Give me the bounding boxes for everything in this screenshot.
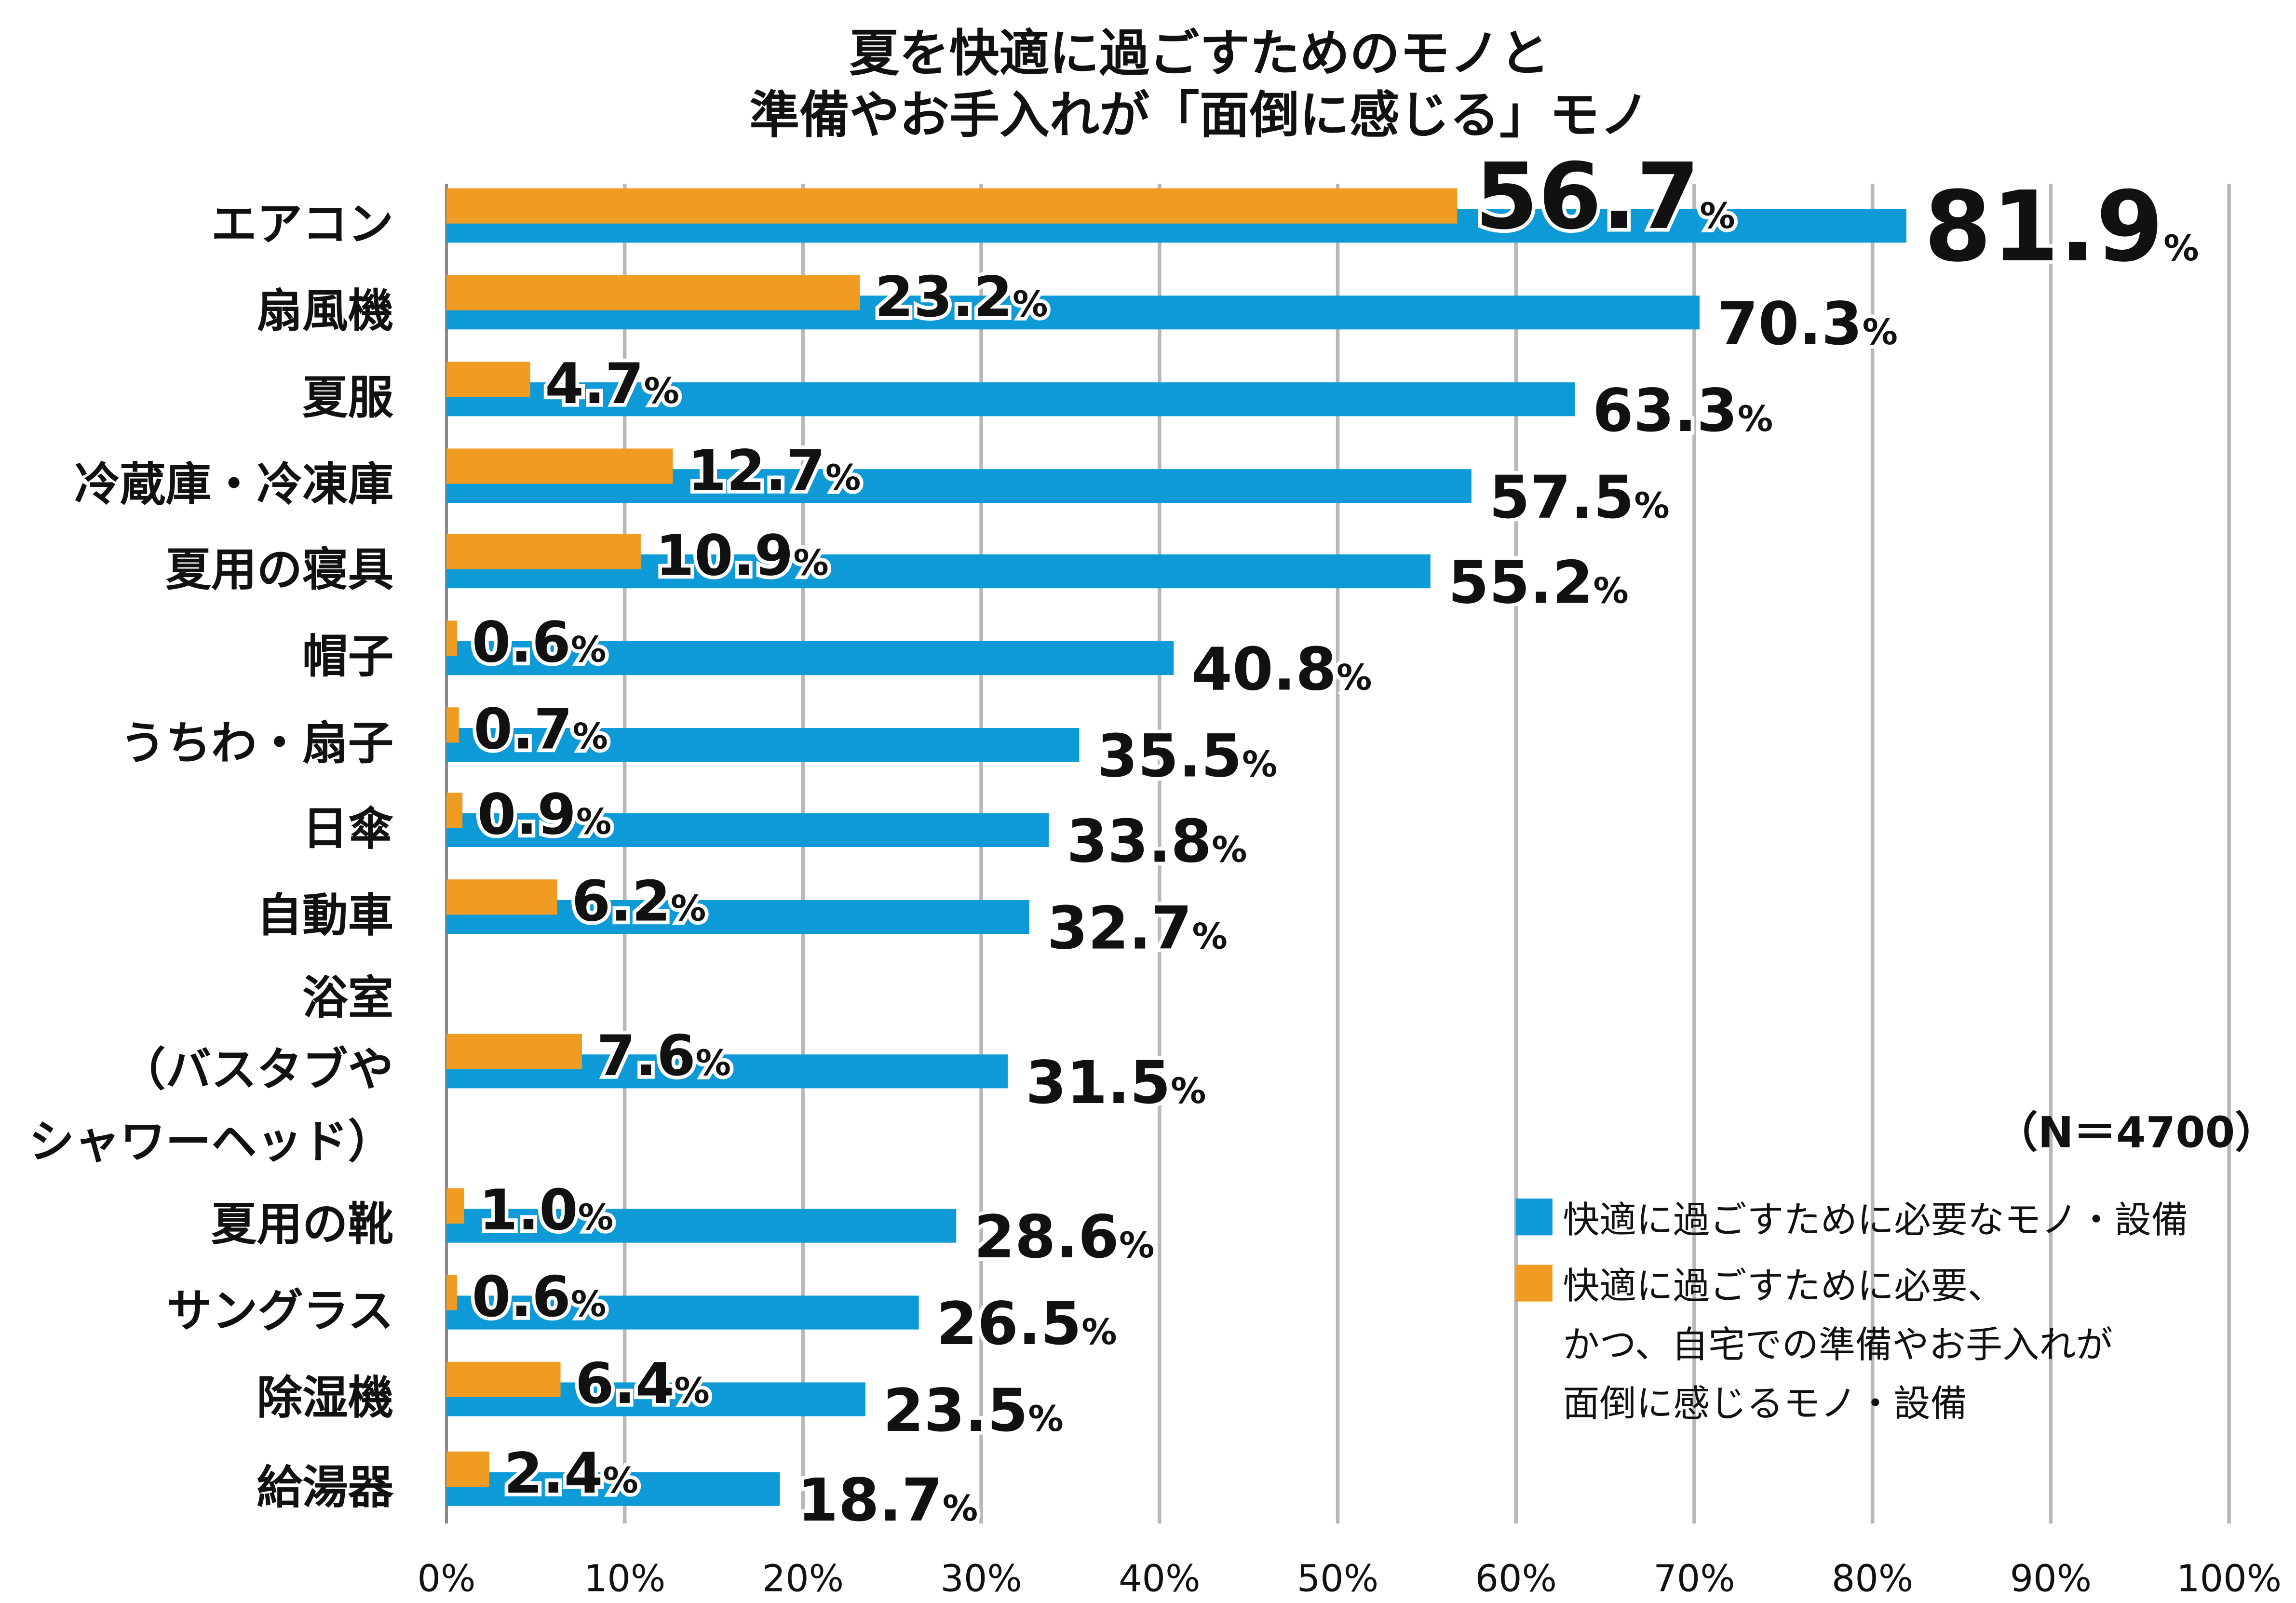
value-label-troublesome: 0.9% xyxy=(477,782,612,848)
value-label-needed: 32.7% xyxy=(1047,894,1228,963)
x-tick-labels: 0% 10% 20% 30% 40% 50% 60% 70% 80% 90% 100% xyxy=(417,1557,2282,1600)
bar-troublesome xyxy=(446,188,1458,224)
value-label-needed: 33.8% xyxy=(1067,808,1247,876)
value-label-troublesome: 2.4% xyxy=(504,1441,638,1506)
x-tick-label: 90% xyxy=(2010,1557,2092,1600)
value-label-troublesome: 0.6% xyxy=(472,1265,607,1330)
category-label: 夏用の寝具 xyxy=(165,543,393,596)
value-label-needed: 23.5% xyxy=(883,1376,1063,1445)
value-label-needed: 28.6% xyxy=(974,1203,1154,1271)
bar-troublesome xyxy=(446,1451,489,1487)
bar-troublesome xyxy=(446,620,458,656)
x-tick-label: 50% xyxy=(1297,1557,1378,1600)
legend-label-troublesome: かつ、自宅での準備やお手入れが xyxy=(1563,1323,2113,1366)
value-label-needed: 63.3% xyxy=(1593,377,1773,445)
category-label: 日傘 xyxy=(302,802,394,855)
legend-swatch-needed xyxy=(1515,1199,1553,1236)
bar-needed xyxy=(446,382,1575,417)
value-label-troublesome: 6.2% xyxy=(572,869,706,934)
value-label-troublesome: 6.4% xyxy=(575,1351,710,1416)
x-tick-label: 0% xyxy=(417,1557,475,1600)
value-label-needed: 81.9% xyxy=(1924,171,2199,283)
legend-label-troublesome: 快適に過ごすために必要、 xyxy=(1563,1265,2004,1307)
value-label-needed: 57.5% xyxy=(1489,463,1669,532)
bar-needed xyxy=(446,727,1080,762)
bar-troublesome xyxy=(446,448,673,484)
value-label-needed: 26.5% xyxy=(936,1290,1117,1358)
category-label: 除湿機 xyxy=(257,1371,393,1424)
bar-troublesome xyxy=(446,1188,464,1224)
category-label: 給湯器 xyxy=(257,1461,394,1514)
category-label: サングラス xyxy=(166,1285,393,1338)
value-label-needed: 31.5% xyxy=(1026,1049,1206,1117)
category-label: うちわ・扇子 xyxy=(120,717,393,770)
bar-troublesome xyxy=(446,879,557,915)
x-tick-label: 70% xyxy=(1653,1557,1735,1600)
bar-troublesome xyxy=(446,707,459,743)
title-line: 準備やお手入れが「面倒に感じる」モノ xyxy=(749,87,1649,145)
bar-needed xyxy=(446,1295,919,1330)
x-tick-label: 30% xyxy=(940,1557,1022,1600)
x-tick-label: 60% xyxy=(1475,1557,1556,1600)
value-label-troublesome: 0.7% xyxy=(473,697,608,762)
legend-label-troublesome: 面倒に感じるモノ・設備 xyxy=(1563,1382,1967,1425)
category-label: 自動車 xyxy=(257,889,393,942)
bar-troublesome xyxy=(446,1275,458,1310)
bar-needed xyxy=(446,813,1049,848)
category-label: エアコン xyxy=(211,198,393,251)
category-label: 帽子 xyxy=(302,630,393,683)
category-label: 冷蔵庫・冷凍庫 xyxy=(74,458,393,511)
x-tick-label: 80% xyxy=(1832,1557,1913,1600)
x-tick-label: 10% xyxy=(584,1557,665,1600)
category-label: 扇風機 xyxy=(257,284,393,337)
x-tick-label: 40% xyxy=(1119,1557,1200,1600)
value-label-troublesome: 1.0% xyxy=(479,1178,613,1243)
legend-swatch-troublesome xyxy=(1515,1265,1553,1302)
value-label-needed: 55.2% xyxy=(1448,549,1628,617)
bar-needed xyxy=(446,641,1174,675)
bar-needed xyxy=(446,1472,780,1506)
bar-troublesome xyxy=(446,1361,561,1397)
value-label-needed: 35.5% xyxy=(1097,722,1277,791)
value-label-troublesome: 0.6% xyxy=(472,610,607,675)
bar-troublesome xyxy=(446,793,463,828)
category-label: （バスタブや xyxy=(120,1043,393,1096)
value-label-needed: 70.3% xyxy=(1717,290,1898,358)
bar-troublesome xyxy=(446,1034,582,1069)
x-tick-label: 100% xyxy=(2176,1557,2282,1600)
legend: （N＝4700） 快適に過ごすために必要なモノ・設備快適に過ごすために必要、かつ、… xyxy=(1515,1107,2278,1425)
category-label: 夏服 xyxy=(302,371,394,424)
value-label-troublesome: 7.6% xyxy=(596,1024,731,1089)
category-label: 夏用の靴 xyxy=(211,1198,393,1251)
bar-needed xyxy=(446,1209,957,1243)
value-label-troublesome: 4.7% xyxy=(545,351,679,417)
bar-troublesome xyxy=(446,275,860,310)
category-label: シャワーヘッド） xyxy=(29,1116,393,1169)
sample-size-note: （N＝4700） xyxy=(1995,1107,2278,1157)
value-label-troublesome: 12.7% xyxy=(688,438,861,503)
value-label-troublesome: 10.9% xyxy=(655,524,828,589)
value-label-needed: 18.7% xyxy=(797,1466,978,1535)
value-label-needed: 40.8% xyxy=(1191,635,1372,704)
x-tick-label: 20% xyxy=(762,1557,844,1600)
bars: 56.7% 81.9% 23.2% 70.3% 4.7% 63.3% 12.7% 57.5% 1… xyxy=(446,139,2202,1538)
category-label: 浴室 xyxy=(302,971,393,1024)
bar-troublesome xyxy=(446,362,530,397)
value-label-troublesome: 23.2% xyxy=(875,265,1048,330)
value-label-troublesome: 56.7% xyxy=(1475,143,1735,250)
title-line: 夏を快適に過ごすためのモノと xyxy=(849,25,1550,82)
bar-troublesome xyxy=(446,534,641,569)
legend-label-needed: 快適に過ごすために必要なモノ・設備 xyxy=(1563,1198,2188,1241)
